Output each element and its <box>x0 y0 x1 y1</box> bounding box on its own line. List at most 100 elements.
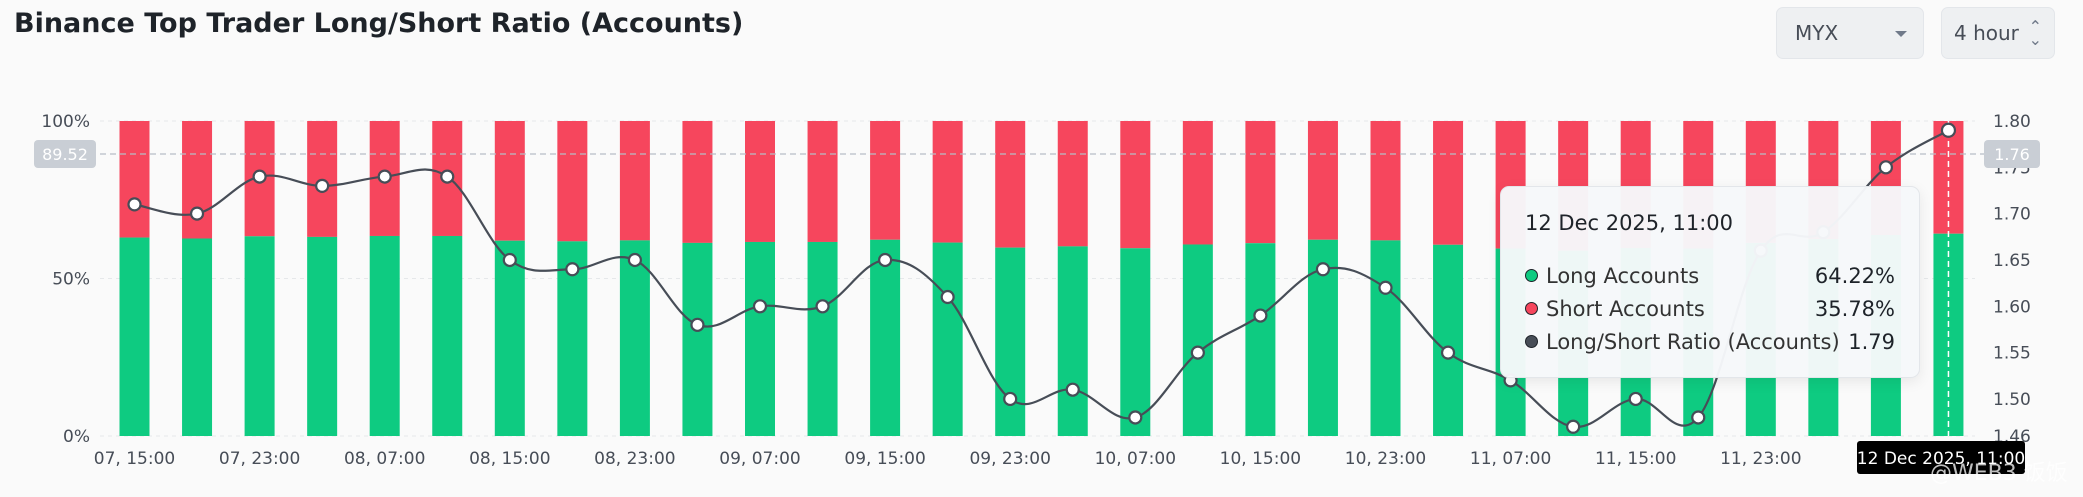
short-bar <box>682 121 713 243</box>
long-bar <box>494 240 525 436</box>
short-bar <box>870 121 901 240</box>
x-tick-label: 09, 23:00 <box>969 449 1050 469</box>
x-tick-label: 10, 23:00 <box>1345 449 1426 469</box>
left-tick-label: 100% <box>41 112 90 132</box>
long-bar <box>870 239 901 436</box>
ratio-dot-icon <box>1525 335 1538 348</box>
long-dot-icon <box>1525 269 1538 282</box>
long-bar <box>1370 240 1401 436</box>
ratio-point <box>690 317 705 332</box>
tooltip-row-ratio: Long/Short Ratio (Accounts) 1.79 <box>1525 325 1895 358</box>
long-bar <box>119 237 150 436</box>
short-bar <box>995 121 1026 248</box>
ratio-point <box>1003 391 1018 407</box>
short-bar <box>1182 121 1213 245</box>
chevron-down-icon <box>1895 31 1907 37</box>
ratio-point <box>1065 382 1080 397</box>
short-bar <box>619 121 650 241</box>
tooltip-label: Long/Short Ratio (Accounts) <box>1546 329 1840 354</box>
ratio-point <box>1378 280 1393 295</box>
tooltip-value: 64.22% <box>1814 263 1895 288</box>
crosshair-x-value: 12 Dec 2025, 11:00 <box>1857 449 2025 469</box>
symbol-select[interactable]: MYX <box>1776 7 1924 59</box>
long-bar <box>432 235 463 436</box>
short-bar <box>932 121 963 243</box>
tooltip-label: Short Accounts <box>1546 296 1705 321</box>
ratio-point <box>1878 160 1894 175</box>
x-tick-label: 08, 15:00 <box>469 449 550 469</box>
ratio-point <box>502 252 517 268</box>
updown-chevron-icon: ⌃ ⌄ <box>2028 17 2042 49</box>
crosshair-x-badge <box>1857 441 2025 474</box>
ratio-point <box>565 262 580 277</box>
tooltip-row-long: Long Accounts 64.22% <box>1525 259 1895 292</box>
watermark: @WEB3 饭饭 <box>1930 461 2068 486</box>
x-tick-label: 08, 23:00 <box>594 449 675 469</box>
tooltip-row-short: Short Accounts 35.78% <box>1525 292 1895 325</box>
x-tick-label: 11, 07:00 <box>1470 449 1551 469</box>
long-bar <box>1182 244 1213 436</box>
x-tick-label: 07, 23:00 <box>219 449 300 469</box>
tooltip-value: 1.79 <box>1848 329 1895 354</box>
ratio-point <box>815 299 830 314</box>
left-tick-label: 50% <box>52 270 90 290</box>
x-tick-label: 09, 15:00 <box>844 449 925 469</box>
chart-tooltip: 12 Dec 2025, 11:00 Long Accounts 64.22% … <box>1500 186 1920 378</box>
short-bar <box>807 121 838 242</box>
short-dot-icon <box>1525 302 1538 315</box>
short-bar <box>119 121 150 238</box>
short-bar <box>494 121 525 241</box>
short-bar <box>745 121 775 242</box>
tooltip-date: 12 Dec 2025, 11:00 <box>1525 211 1734 235</box>
short-bar <box>1370 121 1401 241</box>
crosshair-right-badge <box>1984 140 2040 169</box>
right-tick-label: 1.65 <box>1993 251 2031 271</box>
long-bar <box>369 235 400 436</box>
interval-select-value: 4 hour <box>1954 21 2019 45</box>
long-bar <box>182 238 213 436</box>
ratio-point <box>252 169 267 184</box>
tooltip-label: Long Accounts <box>1546 263 1700 288</box>
ratio-point <box>315 178 330 193</box>
long-bar <box>932 242 963 436</box>
long-bar <box>619 240 650 436</box>
right-tick-label: 1.70 <box>1993 205 2031 225</box>
x-tick-label: 10, 07:00 <box>1095 449 1176 469</box>
x-tick-label: 07, 15:00 <box>94 449 175 469</box>
x-tick-label: 11, 23:00 <box>1720 449 1801 469</box>
short-bar <box>1120 121 1151 249</box>
ratio-point <box>940 289 955 305</box>
long-bar <box>995 247 1026 436</box>
long-bar <box>1120 248 1151 436</box>
long-bar <box>1433 244 1464 436</box>
short-bar <box>557 121 588 242</box>
short-bar <box>1057 121 1088 247</box>
long-bar <box>1245 243 1276 436</box>
x-tick-label: 10, 15:00 <box>1220 449 1301 469</box>
ratio-point <box>1628 391 1643 407</box>
ratio-point <box>752 299 768 314</box>
interval-select[interactable]: 4 hour ⌃ ⌄ <box>1941 7 2055 59</box>
x-tick-label: 08, 07:00 <box>344 449 425 469</box>
ratio-point <box>1315 262 1331 277</box>
ratio-point <box>877 252 893 268</box>
ratio-point <box>440 169 455 184</box>
crosshair-left-value: 89.52 <box>42 145 88 164</box>
long-bar <box>244 236 275 436</box>
right-tick-label: 1.80 <box>1993 112 2031 132</box>
ratio-point <box>1691 410 1706 425</box>
short-bar <box>1245 121 1276 244</box>
ratio-point <box>1128 410 1143 425</box>
crosshair-left-badge <box>34 140 96 169</box>
tooltip-value: 35.78% <box>1814 296 1895 321</box>
short-bar <box>1433 121 1464 245</box>
symbol-select-value: MYX <box>1795 21 1839 45</box>
ratio-point <box>1253 308 1268 323</box>
ratio-point <box>1566 419 1581 434</box>
right-tick-label: 1.50 <box>1993 390 2031 410</box>
x-tick-label: 09, 07:00 <box>719 449 800 469</box>
ratio-point <box>377 169 392 184</box>
crosshair-right-value: 1.76 <box>1994 145 2030 164</box>
long-bar <box>307 236 338 436</box>
ratio-point <box>189 206 205 221</box>
